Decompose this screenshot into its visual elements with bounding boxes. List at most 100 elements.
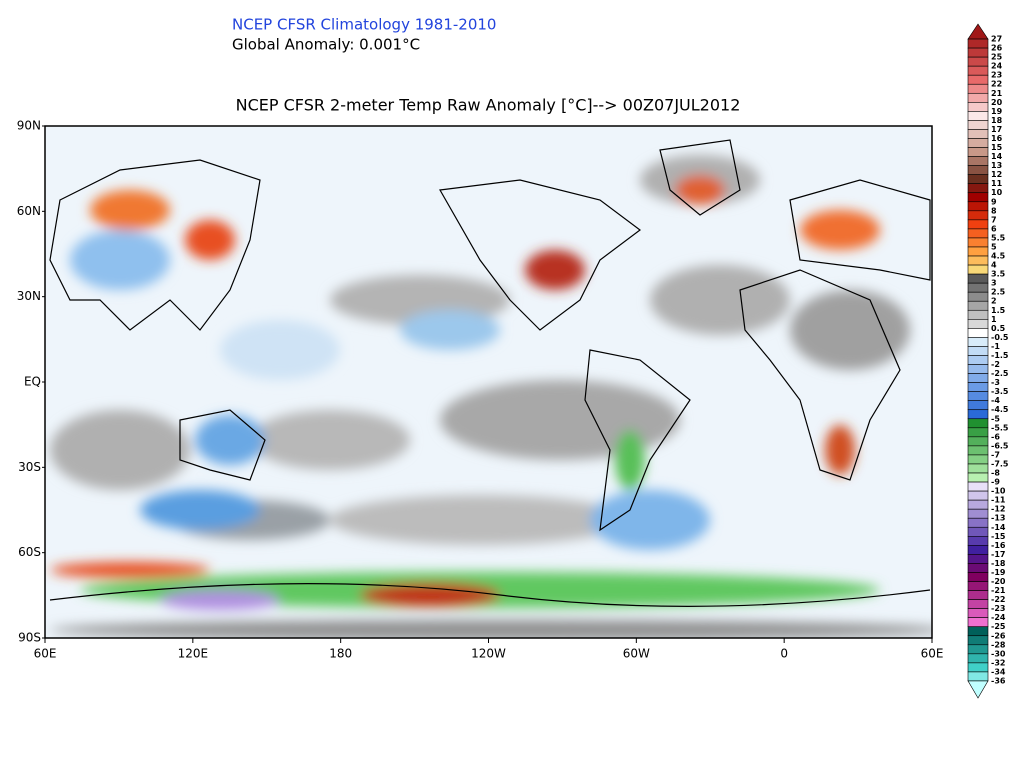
colorbar-box xyxy=(967,608,989,618)
colorbar-box xyxy=(967,517,989,528)
colorbar-label: -3 xyxy=(991,378,1000,387)
colorbar-label: -19 xyxy=(991,568,1006,577)
map-field xyxy=(45,126,932,638)
colorbar-box xyxy=(967,219,989,230)
colorbar-box xyxy=(967,246,989,257)
colorbar-label: -5 xyxy=(991,414,1000,423)
colorbar-label: 4 xyxy=(991,261,997,270)
colorbar-box xyxy=(967,237,989,248)
colorbar-label: 15 xyxy=(991,143,1003,152)
colorbar-box xyxy=(967,74,989,85)
colorbar-label: -21 xyxy=(991,586,1006,595)
colorbar-label: -7.5 xyxy=(991,459,1009,468)
colorbar-box xyxy=(967,671,989,682)
colorbar-label: -24 xyxy=(991,613,1006,622)
colorbar-label: 23 xyxy=(991,71,1002,80)
lat-label: 60S xyxy=(18,545,41,559)
colorbar-box xyxy=(967,373,989,383)
colorbar-box xyxy=(967,391,989,401)
colorbar-label: -14 xyxy=(991,523,1006,532)
colorbar-box xyxy=(967,445,989,456)
colorbar-label: -9 xyxy=(991,478,1000,487)
colorbar-box xyxy=(967,545,989,555)
colorbar-label: 12 xyxy=(991,170,1002,179)
colorbar-label: 27 xyxy=(991,35,1002,44)
colorbar-label: -0.5 xyxy=(991,333,1009,342)
colorbar-label: 22 xyxy=(991,80,1002,89)
colorbar-box xyxy=(967,554,989,564)
header-title: NCEP CFSR Climatology 1981-2010 xyxy=(232,16,496,34)
colorbar-box xyxy=(967,174,989,184)
colorbar-box xyxy=(967,590,989,600)
colorbar-box xyxy=(967,364,989,374)
colorbar-label: 11 xyxy=(991,179,1003,188)
lon-label: 120W xyxy=(471,647,506,661)
colorbar-box xyxy=(967,291,989,302)
colorbar-box xyxy=(967,183,989,194)
colorbar-label: 10 xyxy=(991,188,1003,197)
colorbar-box xyxy=(967,572,989,582)
colorbar-box xyxy=(967,626,989,637)
colorbar-box xyxy=(967,38,989,49)
colorbar-box xyxy=(967,409,989,420)
colorbar-label: 18 xyxy=(991,116,1003,125)
coastlines xyxy=(49,139,931,607)
colorbar-end xyxy=(967,23,989,40)
lat-label: 90N xyxy=(17,119,41,133)
colorbar-box xyxy=(967,319,989,329)
colorbar-box xyxy=(967,309,989,320)
lat-label: 90S xyxy=(18,631,41,645)
colorbar-box xyxy=(967,83,989,94)
colorbar-label: 3.5 xyxy=(991,270,1006,279)
colorbar-label: -28 xyxy=(991,640,1006,649)
colorbar-box xyxy=(967,65,989,76)
colorbar-label: -12 xyxy=(991,505,1005,514)
lon-label: 120E xyxy=(178,647,209,661)
colorbar-label: -13 xyxy=(991,514,1005,523)
colorbar-label: 3 xyxy=(991,279,997,288)
colorbar-box xyxy=(967,255,989,266)
colorbar-box xyxy=(967,599,989,609)
colorbar-label: -1.5 xyxy=(991,351,1009,360)
colorbar-label: 17 xyxy=(991,125,1002,134)
anomaly-shading xyxy=(50,155,932,638)
colorbar-box xyxy=(967,427,989,438)
lon-label: 180 xyxy=(329,647,352,661)
colorbar-box xyxy=(967,111,989,121)
lat-label: 60N xyxy=(17,204,41,218)
colorbar-label: 20 xyxy=(991,98,1003,107)
colorbar-box xyxy=(967,490,989,501)
colorbar-box xyxy=(967,508,989,519)
colorbar-box xyxy=(967,165,989,175)
colorbar-label: -30 xyxy=(991,649,1006,658)
colorbar-box xyxy=(967,644,989,655)
colorbar-box xyxy=(967,337,989,347)
colorbar-label: -7 xyxy=(991,450,1000,459)
colorbar-label: 5 xyxy=(991,242,997,251)
colorbar: 2726252423222120191817161514131211109876… xyxy=(967,23,1009,699)
header-subtitle: Global Anomaly: 0.001°C xyxy=(232,36,420,54)
colorbar-label: 6 xyxy=(991,224,997,233)
colorbar-box xyxy=(967,581,989,591)
colorbar-box xyxy=(967,400,989,411)
map-title: NCEP CFSR 2-meter Temp Raw Anomaly [°C]-… xyxy=(236,96,741,115)
colorbar-label: -23 xyxy=(991,604,1005,613)
colorbar-label: -3.5 xyxy=(991,387,1009,396)
colorbar-box xyxy=(967,382,989,392)
colorbar-label: 16 xyxy=(991,134,1003,143)
colorbar-box xyxy=(967,92,989,103)
colorbar-box xyxy=(967,147,989,157)
colorbar-label: 7 xyxy=(991,215,997,224)
colorbar-box xyxy=(967,102,989,112)
colorbar-label: 1.5 xyxy=(991,306,1006,315)
colorbar-label: 26 xyxy=(991,44,1003,53)
colorbar-box xyxy=(967,47,989,58)
colorbar-label: 1 xyxy=(991,315,997,324)
colorbar-box xyxy=(967,210,989,221)
colorbar-box xyxy=(967,129,989,139)
colorbar-label: -6.5 xyxy=(991,441,1009,450)
lat-label: 30S xyxy=(18,460,41,474)
colorbar-label: 8 xyxy=(991,206,997,215)
colorbar-box xyxy=(967,346,989,356)
